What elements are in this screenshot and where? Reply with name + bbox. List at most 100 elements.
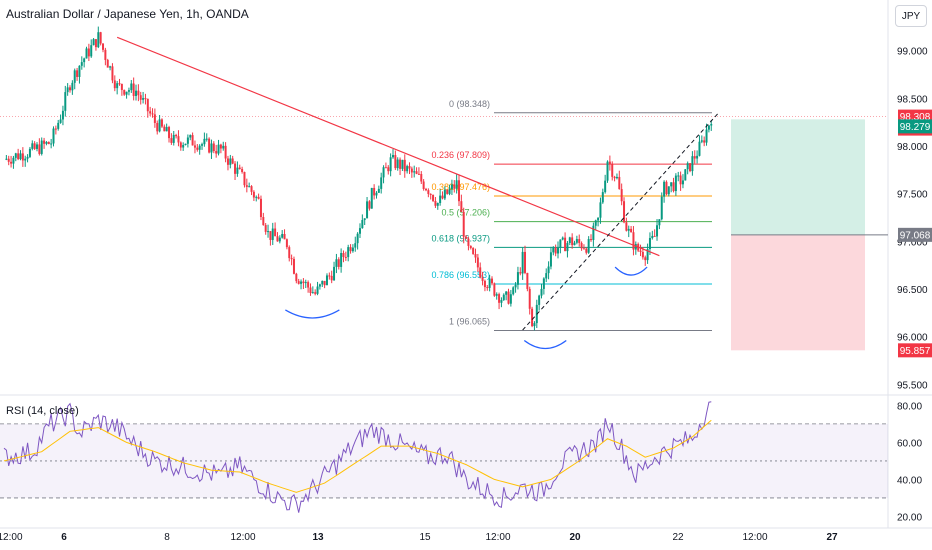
candle[interactable] [172, 134, 175, 143]
candle[interactable] [57, 122, 60, 129]
candle[interactable] [429, 193, 432, 195]
candle[interactable] [45, 141, 48, 144]
candle[interactable] [283, 234, 286, 240]
candle[interactable] [52, 128, 55, 144]
candle[interactable] [509, 294, 512, 304]
candle[interactable] [17, 153, 20, 160]
candle[interactable] [179, 142, 182, 148]
candle[interactable] [210, 143, 213, 153]
arc-annotation-1[interactable] [285, 309, 340, 319]
candle[interactable] [540, 288, 543, 296]
candle[interactable] [493, 283, 496, 296]
candle[interactable] [257, 196, 260, 199]
candle[interactable] [375, 192, 378, 196]
candle[interactable] [24, 158, 27, 161]
candle[interactable] [335, 259, 338, 267]
candle[interactable] [691, 156, 694, 172]
candle[interactable] [432, 194, 435, 201]
candle[interactable] [620, 189, 623, 202]
candle[interactable] [132, 83, 135, 96]
candle[interactable] [238, 167, 241, 170]
candle[interactable] [267, 231, 270, 233]
candle[interactable] [646, 249, 649, 261]
candle[interactable] [472, 248, 475, 255]
candle[interactable] [297, 281, 300, 284]
candle[interactable] [285, 239, 288, 248]
candle[interactable] [259, 198, 262, 218]
candle[interactable] [552, 247, 555, 253]
candle[interactable] [47, 141, 50, 144]
candle[interactable] [648, 238, 651, 250]
candle[interactable] [269, 231, 272, 240]
candle[interactable] [601, 192, 604, 203]
candle[interactable] [615, 176, 618, 179]
candle[interactable] [316, 286, 319, 294]
candle[interactable] [632, 232, 635, 250]
candle[interactable] [71, 82, 74, 91]
candle[interactable] [684, 169, 687, 181]
candle[interactable] [288, 247, 291, 259]
candle[interactable] [151, 113, 154, 115]
candle[interactable] [76, 70, 79, 77]
candle[interactable] [328, 275, 331, 277]
candle[interactable] [175, 134, 178, 137]
candle[interactable] [597, 217, 600, 221]
candle[interactable] [123, 89, 126, 95]
candle[interactable] [10, 161, 13, 164]
candle[interactable] [137, 90, 140, 96]
candle[interactable] [292, 258, 295, 274]
candle[interactable] [531, 308, 534, 327]
candle[interactable] [5, 158, 8, 160]
candle[interactable] [670, 182, 673, 187]
candle[interactable] [165, 127, 168, 132]
candle[interactable] [707, 125, 710, 130]
candle[interactable] [102, 43, 105, 50]
candle[interactable] [196, 147, 199, 150]
candle[interactable] [377, 188, 380, 193]
candle[interactable] [387, 167, 390, 172]
candle[interactable] [212, 143, 215, 152]
candle[interactable] [564, 237, 567, 252]
candle[interactable] [618, 176, 621, 190]
candle[interactable] [516, 272, 519, 285]
candle[interactable] [542, 278, 545, 289]
candle[interactable] [679, 175, 682, 185]
candle[interactable] [226, 158, 229, 165]
candle[interactable] [587, 239, 590, 253]
candle[interactable] [413, 171, 416, 173]
candle[interactable] [384, 167, 387, 169]
candle[interactable] [370, 187, 373, 209]
candle[interactable] [142, 98, 145, 100]
candle[interactable] [78, 65, 81, 77]
candle[interactable] [448, 189, 451, 194]
candle[interactable] [295, 273, 298, 282]
candle[interactable] [653, 235, 656, 237]
candle[interactable] [264, 225, 267, 232]
candle[interactable] [568, 237, 571, 243]
candle[interactable] [222, 145, 225, 149]
candle[interactable] [571, 237, 574, 246]
candle[interactable] [351, 247, 354, 252]
candle[interactable] [28, 148, 31, 157]
candle[interactable] [401, 159, 404, 169]
candle[interactable] [599, 202, 602, 218]
candle[interactable] [144, 98, 147, 100]
candle[interactable] [337, 259, 340, 267]
candle[interactable] [521, 251, 524, 274]
candle[interactable] [575, 239, 578, 243]
candle[interactable] [92, 39, 95, 46]
rsi-line[interactable] [3, 401, 712, 513]
candle[interactable] [109, 66, 112, 68]
candle[interactable] [613, 176, 616, 179]
candle[interactable] [255, 196, 258, 198]
candle[interactable] [290, 258, 293, 260]
candle[interactable] [184, 143, 187, 146]
candle[interactable] [106, 59, 109, 68]
candle[interactable] [526, 272, 529, 289]
candle[interactable] [193, 145, 196, 148]
candle[interactable] [80, 62, 83, 66]
candle[interactable] [491, 278, 494, 284]
candle[interactable] [498, 294, 501, 303]
candle[interactable] [61, 110, 64, 120]
rsi-ma-line[interactable] [3, 419, 712, 493]
